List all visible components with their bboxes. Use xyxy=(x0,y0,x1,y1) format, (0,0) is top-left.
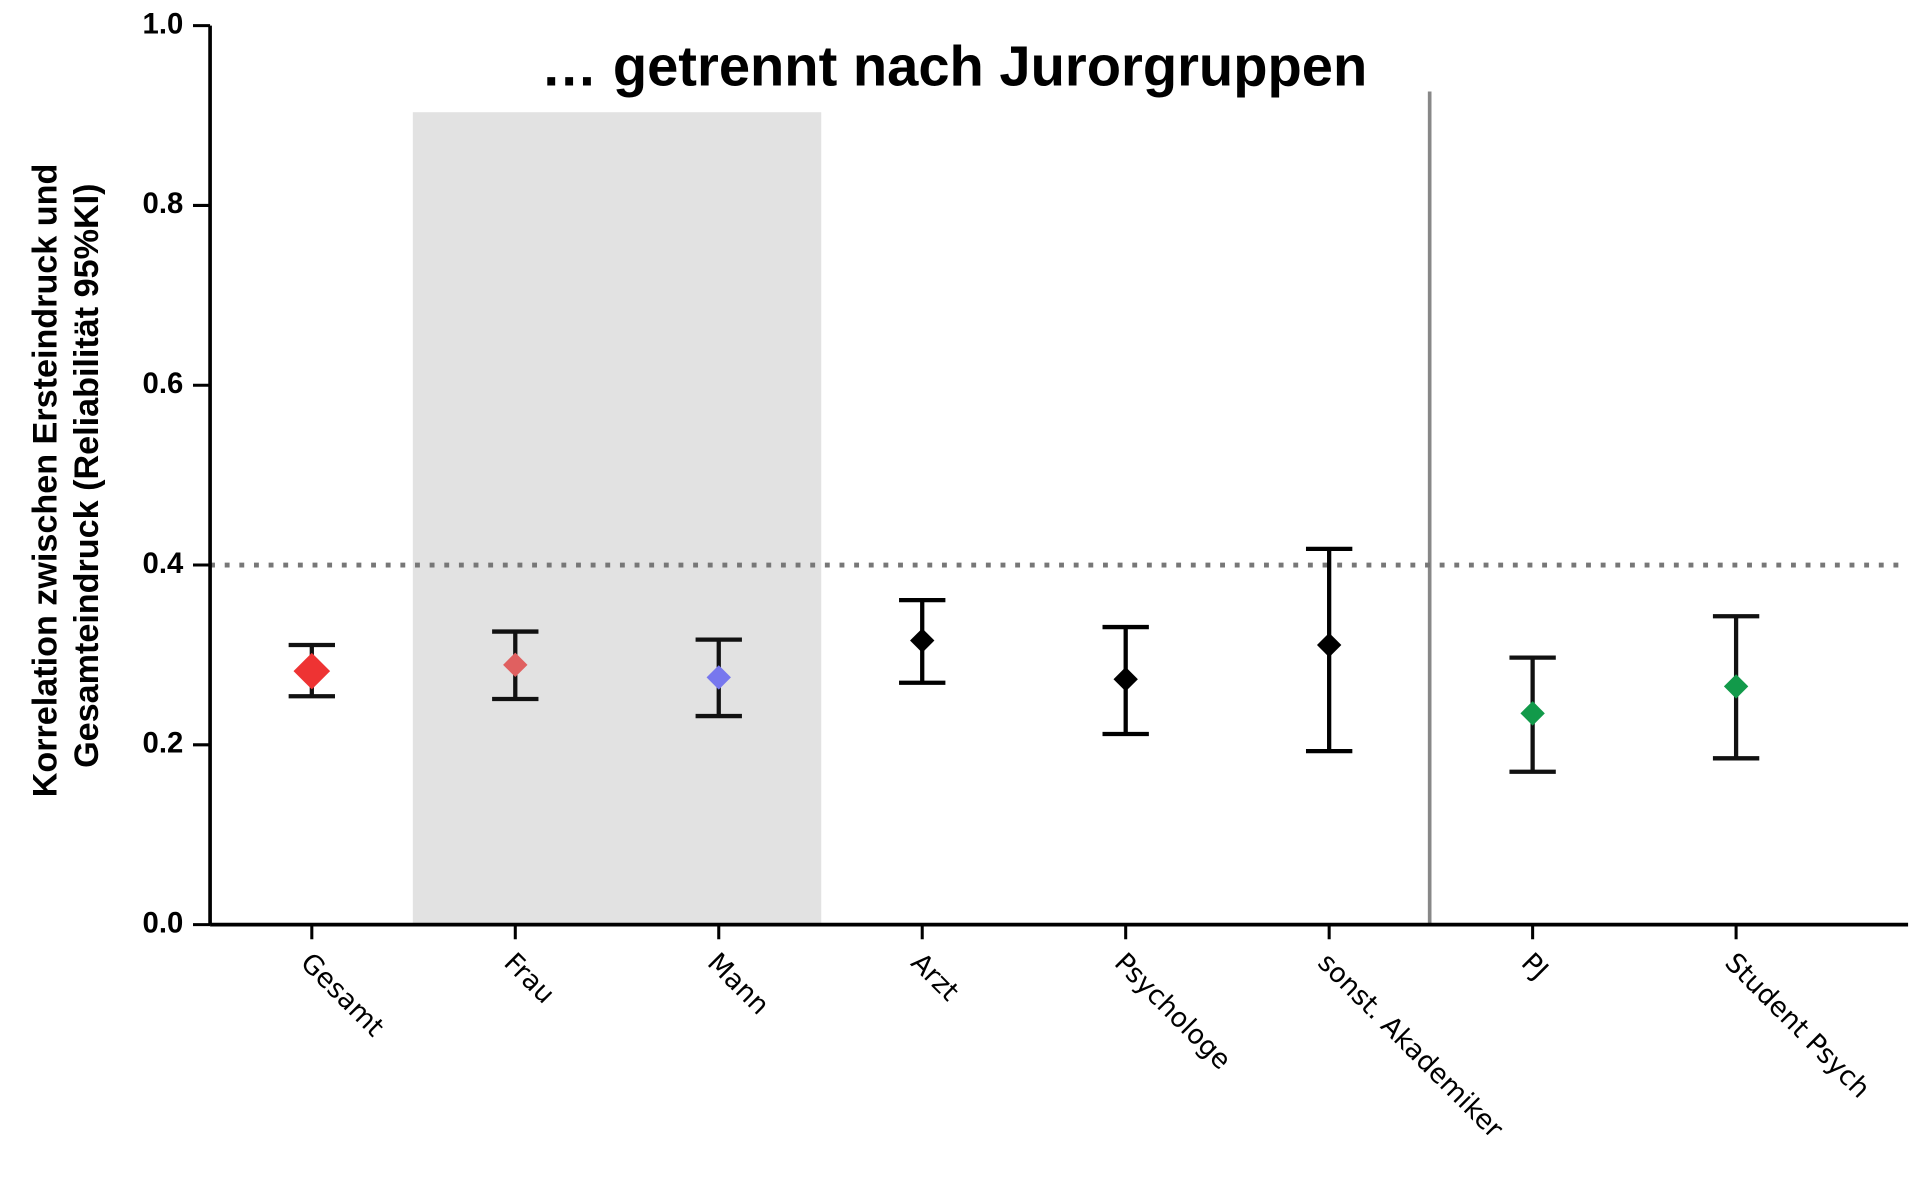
x-tick-label: Mann xyxy=(701,947,775,1021)
chart-title: … getrennt nach Jurorgruppen xyxy=(541,35,1367,98)
y-tick-label: 0.6 xyxy=(143,368,184,400)
point xyxy=(910,628,935,653)
point xyxy=(1113,667,1138,692)
x-tick-label: PJ xyxy=(1515,947,1554,986)
x-tick-label: Arzt xyxy=(905,947,965,1007)
y-axis-label-line: Gesamteindruck (Reliabilität 95%KI) xyxy=(68,184,106,768)
point xyxy=(503,652,528,678)
y-axis-label: Korrelation zwischen Ersteindruck und Ge… xyxy=(26,154,105,797)
group-shade xyxy=(412,112,822,925)
point xyxy=(1723,674,1749,699)
point xyxy=(1520,701,1545,726)
x-tick-label: Student Psych xyxy=(1719,947,1876,1104)
point xyxy=(706,665,731,690)
y-tick-label: 0.4 xyxy=(143,548,184,580)
y-tick-label: 0.2 xyxy=(143,728,184,760)
y-tick-label: 1.0 xyxy=(143,8,184,40)
y-tick-label: 0.0 xyxy=(143,907,184,939)
x-tick-label: Psychologe xyxy=(1108,947,1237,1076)
x-tick-label: sonst. Akademiker xyxy=(1312,947,1510,1145)
x-tick-label: Gesamt xyxy=(294,947,390,1043)
y-tick-label: 0.8 xyxy=(143,188,184,220)
y-axis-label-line: Korrelation zwischen Ersteindruck und xyxy=(26,164,64,798)
x-tick-label: Frau xyxy=(498,947,561,1010)
point xyxy=(1316,632,1342,658)
point xyxy=(293,652,331,690)
